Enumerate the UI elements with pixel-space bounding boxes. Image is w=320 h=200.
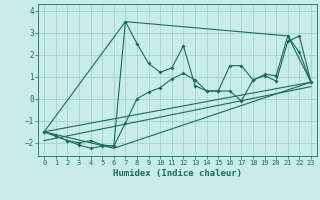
X-axis label: Humidex (Indice chaleur): Humidex (Indice chaleur) [113,169,242,178]
